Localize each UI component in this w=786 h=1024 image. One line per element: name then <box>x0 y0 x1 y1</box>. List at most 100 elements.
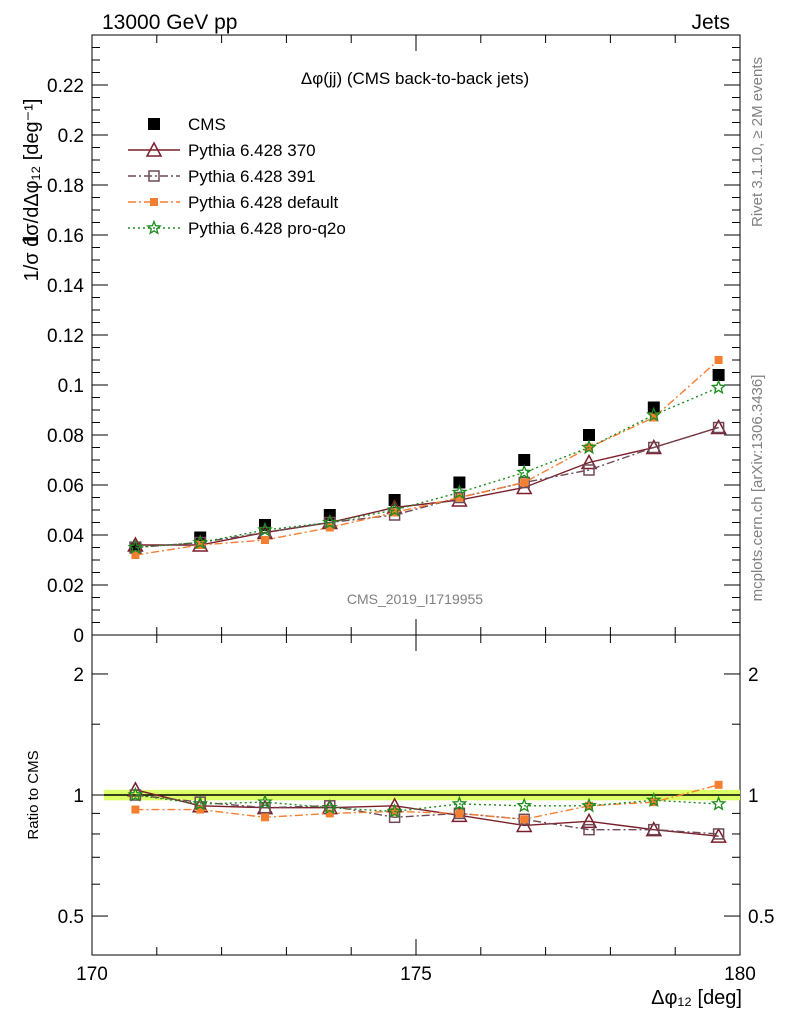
ratio-point-pq2o <box>127 786 144 802</box>
data-point-pdefault <box>325 523 334 532</box>
ratio-y-tick-label-right: 1 <box>748 786 759 807</box>
data-point-pdefault <box>261 536 269 544</box>
series-pdefault <box>131 356 723 559</box>
ratio-point-pq2o <box>386 803 403 819</box>
data-point-cms <box>453 476 466 489</box>
main-y-tick-label: 0.22 <box>47 76 84 97</box>
main-y-tick-label: 0.02 <box>47 576 84 597</box>
data-point-pq2o <box>127 539 144 555</box>
x-tick-label: 180 <box>724 964 756 985</box>
main-y-tick-label: 0.14 <box>47 276 84 297</box>
chart-title: Δφ(jj) (CMS back-to-back jets) <box>301 69 529 88</box>
main-y-tick-label: 0.1 <box>58 376 84 397</box>
ratio-line-p391 <box>135 794 719 835</box>
data-point-pdefault <box>714 356 723 364</box>
watermark: CMS_2019_I1719955 <box>347 591 483 607</box>
ratio-series-pq2o <box>127 786 727 819</box>
ratio-y-tick-label-right: 2 <box>748 665 759 686</box>
series-cms <box>129 369 725 554</box>
data-point-pq2o <box>192 534 209 550</box>
ratio-line-pdefault <box>135 784 719 821</box>
data-point-pdefault <box>520 478 529 487</box>
ratio-point-pdefault <box>455 809 464 818</box>
ratio-point-pq2o <box>710 795 727 811</box>
main-y-tick-label: 0.12 <box>47 326 84 347</box>
data-point-pq2o <box>386 501 403 517</box>
ratio-point-p391 <box>712 828 725 840</box>
ratio-y-tick-label-right: 0.5 <box>748 907 774 928</box>
data-point-pq2o <box>257 521 273 537</box>
data-point-pq2o <box>321 514 338 530</box>
main-series <box>127 356 727 559</box>
data-point-pq2o <box>645 406 662 422</box>
ratio-point-pq2o <box>192 795 209 811</box>
main-y-label: 1 <box>18 234 43 246</box>
data-point-pq2o <box>451 484 468 500</box>
ratio-point-pq2o <box>645 791 662 808</box>
x-tick-label: 170 <box>76 964 108 985</box>
ratio-point-pdefault <box>131 805 140 814</box>
ratio-y-axis-label: Ratio to CMS <box>25 750 42 839</box>
header-left: 13000 GeV pp <box>102 11 237 34</box>
legend-item-p391: Pythia 6.428 391 <box>128 167 316 186</box>
ratio-point-pdefault <box>196 805 205 814</box>
series-line-p391 <box>135 426 719 549</box>
ratio-line-p370 <box>135 789 719 837</box>
ratio-point-pdefault <box>325 809 334 818</box>
svg-text:1: 1 <box>18 234 43 246</box>
ratio-axes: 0.5 0.5 1 1 2 2 170 175 180 <box>58 635 774 985</box>
series-pq2o <box>127 379 727 555</box>
main-y-tick-label: 0.16 <box>47 226 84 247</box>
ratio-y-tick-label: 2 <box>73 665 84 686</box>
legend-marker-p391 <box>148 170 160 182</box>
data-point-p391 <box>648 441 660 454</box>
ratio-point-pq2o <box>581 797 597 813</box>
ratio-y-tick-label: 0.5 <box>58 907 84 928</box>
series-line-pq2o <box>135 386 719 549</box>
data-point-pq2o <box>581 439 597 455</box>
main-y-tick-label: 0.06 <box>47 476 84 497</box>
ratio-point-p391 <box>583 823 595 836</box>
legend-label: Pythia 6.428 391 <box>188 167 316 186</box>
legend-label: CMS <box>188 115 226 134</box>
main-axes: 0 0.02 0.04 0.06 0.08 0.1 0.12 0.14 0.16 0.18 0.2 0… <box>47 35 741 647</box>
data-point-p391 <box>712 421 725 434</box>
legend-marker-pdefault <box>150 198 158 206</box>
ratio-point-pq2o <box>257 793 273 809</box>
ratio-point-pq2o <box>321 799 338 815</box>
series-line-pdefault <box>135 359 720 556</box>
main-y-tick-label: 0.2 <box>58 126 84 147</box>
data-point-p391 <box>453 491 466 504</box>
data-point-pdefault <box>131 551 140 559</box>
side-text-top: Rivet 3.1.10, ≥ 2M events <box>749 57 766 227</box>
legend-marker-p370 <box>145 141 163 157</box>
ratio-point-pq2o <box>451 795 468 811</box>
legend-item-p370: Pythia 6.428 370 <box>128 141 316 160</box>
main-y-axis-label: 1/σ dσ/dΔφ₁₂ [deg⁻¹] <box>21 99 43 282</box>
data-point-p391 <box>518 476 530 489</box>
main-y-tick-label: 0.04 <box>47 526 84 547</box>
data-point-cms <box>583 429 595 441</box>
legend-label: Pythia 6.428 370 <box>188 141 316 160</box>
main-y-tick-label: 0.18 <box>47 176 84 197</box>
data-point-pdefault <box>455 493 464 502</box>
data-point-pq2o <box>710 379 727 395</box>
side-text-bottom: mcplots.cern.ch [arXiv:1306.3436] <box>749 375 766 602</box>
ratio-point-pdefault <box>649 798 658 807</box>
x-axis-label: Δφ₁₂ [deg] <box>651 987 742 1009</box>
data-point-cms <box>712 369 725 381</box>
x-tick-label: 175 <box>400 964 432 985</box>
legend-label: Pythia 6.428 default <box>188 193 339 212</box>
legend-marker-cms <box>148 118 160 130</box>
series-line-p370 <box>135 426 719 546</box>
series-p391 <box>129 421 725 554</box>
legend-marker-pq2o <box>146 219 162 235</box>
header-right: Jets <box>691 11 730 34</box>
legend-label: Pythia 6.428 pro-q2o <box>188 219 346 238</box>
data-point-p391 <box>583 464 595 476</box>
ratio-point-pdefault <box>714 780 723 789</box>
ratio-point-pq2o <box>516 797 533 813</box>
ratio-point-pdefault <box>520 815 529 824</box>
legend: CMS Pythia 6.428 370 Pythia 6.428 391 Pythi… <box>128 115 346 238</box>
data-point-p370 <box>710 418 727 435</box>
